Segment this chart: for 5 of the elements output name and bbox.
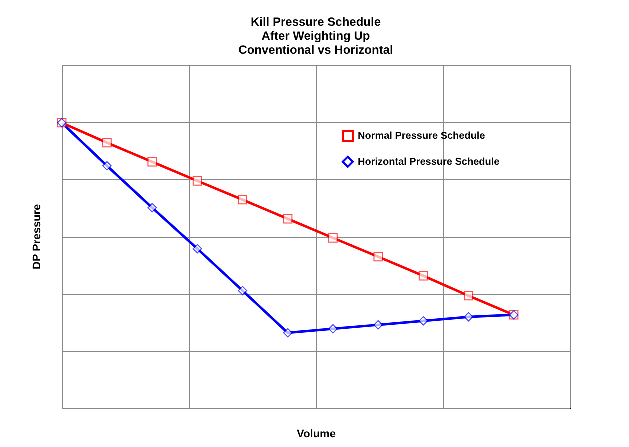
legend-label: Horizontal Pressure Schedule <box>358 157 500 168</box>
legend-label: Normal Pressure Schedule <box>358 131 486 142</box>
y-axis-title: DP Pressure <box>32 204 44 270</box>
x-axis-title: Volume <box>297 428 336 440</box>
chart-title: Kill Pressure Schedule After Weighting Up Conventional vs Horizontal <box>238 15 394 57</box>
